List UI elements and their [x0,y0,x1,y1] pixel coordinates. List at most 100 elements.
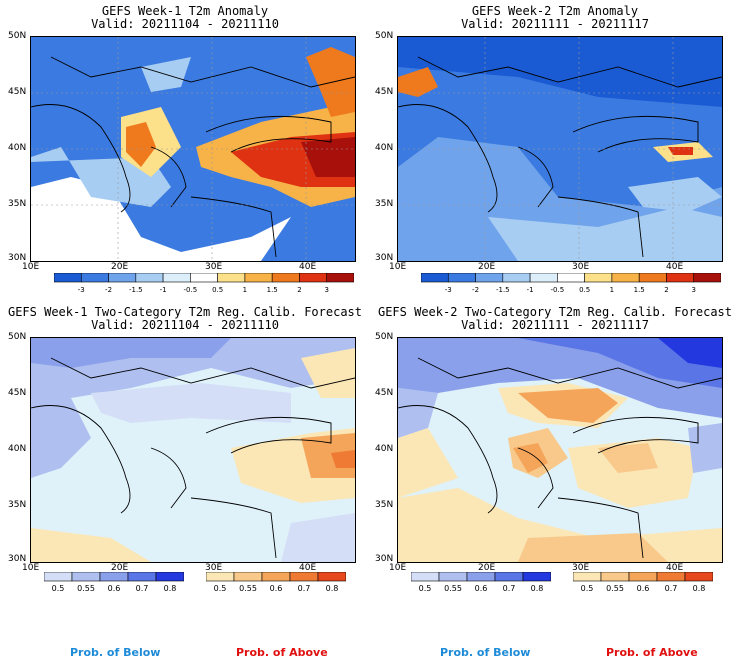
panel-title: GEFS Week-1 Two-Category T2m Reg. Calib.… [7,305,362,319]
lat-label: 30N [375,554,394,564]
colorbar-tick-label: 0.5 [581,584,594,593]
colorbar-swatch [502,273,531,283]
colorbar-swatch [584,273,613,283]
lon-label: 20E [478,563,496,573]
colorbar-swatch [573,572,602,582]
colorbar-tick-label: 0.8 [326,584,339,593]
lat-label: 50N [375,332,394,342]
colorbar-tick-label: 2 [297,286,301,294]
lon-label: 10E [389,262,407,272]
colorbar-swatch [421,273,449,283]
colorbar-swatch [127,572,157,582]
lon-label: 30E [205,262,223,272]
colorbar-tick-label: 1.5 [634,286,645,294]
colorbar-tick-label: -2 [472,286,479,294]
colorbar-tick-label: 1 [243,286,247,294]
colorbar-swatch [447,273,476,283]
lat-label: 30N [375,253,394,263]
lon-label: 30E [572,262,590,272]
colorbar-tick-label: -1 [160,286,167,294]
colorbar-tick-label: 0.6 [475,584,488,593]
colorbar-tick-label: -0.5 [551,286,565,294]
panel-valid-dates: Valid: 20211104 - 20211110 [91,17,279,31]
colorbar-swatch [466,572,496,582]
colorbar-tick-label: -3 [78,286,85,294]
colorbar-tick-label: 0.55 [239,584,257,593]
colorbar-swatch [206,572,235,582]
colorbar-tick-label: 0.5 [214,584,227,593]
colorbar-swatch [155,572,184,582]
lon-label: 10E [22,563,40,573]
anomaly-map [30,36,356,262]
colorbar-swatch [522,572,551,582]
colorbar-swatch [557,273,585,283]
lon-label: 30E [205,563,223,573]
colorbar-swatch [108,273,137,283]
panel-valid-dates: Valid: 20211111 - 20211117 [461,17,649,31]
colorbar-swatch [135,273,164,283]
colorbar-swatch [80,273,109,283]
lat-label: 35N [375,199,394,209]
prob-above-label: Prob. of Above [236,646,328,659]
colorbar-tick-label: 0.5 [419,584,432,593]
above-colorbar: 0.5 0.55 0.6 0.7 0.8 [206,572,346,596]
colorbar-tick-label: 0.6 [637,584,650,593]
colorbar-swatch [628,572,658,582]
lon-label: 30E [572,563,590,573]
anomaly-colorbar: -3 -2 -1.5 -1 -0.5 0.5 1 1.5 2 3 [421,273,721,297]
lat-label: 30N [8,253,27,263]
anomaly-map [397,36,723,262]
panel-week2-two-category: GEFS Week-2 Two-Category T2m Reg. Calib.… [370,300,740,600]
lat-label: 50N [8,332,27,342]
colorbar-swatch [271,273,300,283]
colorbar-tick-label: 0.5 [52,584,65,593]
colorbar-swatch [693,273,721,283]
lat-label: 35N [8,500,27,510]
colorbar-swatch [438,572,468,582]
lon-label: 20E [111,563,129,573]
colorbar-swatch [494,572,524,582]
colorbar-tick-label: 0.8 [164,584,177,593]
lat-label: 40N [8,444,27,454]
panel-valid-dates: Valid: 20211111 - 20211117 [461,318,649,332]
colorbar-swatch [666,273,695,283]
colorbar-tick-label: 0.5 [212,286,223,294]
panel-title: GEFS Week-2 Two-Category T2m Reg. Calib.… [377,305,732,319]
colorbar-swatch [411,572,440,582]
lat-label: 35N [8,199,27,209]
lat-label: 40N [375,143,394,153]
colorbar-tick-label: -2 [105,286,112,294]
panel-title: GEFS Week-2 T2m Anomaly [471,4,639,18]
colorbar-tick-label: -1.5 [129,286,143,294]
colorbar-swatch [684,572,713,582]
colorbar-tick-label: 0.55 [606,584,624,593]
colorbar-tick-label: -1.5 [496,286,510,294]
colorbar-swatch [529,273,558,283]
probability-map [30,337,356,563]
colorbar-tick-label: -3 [445,286,452,294]
prob-below-label: Prob. of Below [440,646,531,659]
colorbar-tick-label: 0.8 [531,584,544,593]
colorbar-swatch [190,273,218,283]
colorbar-swatch [44,572,73,582]
colorbar-swatch [217,273,246,283]
lat-label: 45N [8,87,27,97]
lat-label: 40N [375,444,394,454]
colorbar-swatch [299,273,328,283]
panel-week1-two-category: GEFS Week-1 Two-Category T2m Reg. Calib.… [0,300,370,600]
lon-label: 20E [111,262,129,272]
colorbar-swatch [71,572,101,582]
colorbar-tick-label: 0.7 [665,584,678,593]
colorbar-swatch [261,572,291,582]
colorbar-tick-label: 0.7 [136,584,149,593]
lat-label: 30N [8,554,27,564]
anomaly-colorbar: -3 -2 -1.5 -1 -0.5 0.5 1 1.5 2 3 [54,273,354,297]
prob-below-label: Prob. of Below [70,646,161,659]
panel-title: GEFS Week-1 T2m Anomaly [101,4,269,18]
colorbar-tick-label: 0.7 [298,584,311,593]
colorbar-swatch [317,572,346,582]
lon-label: 20E [478,262,496,272]
panel-week1-anomaly: GEFS Week-1 T2m Anomaly Valid: 20211104 … [0,0,370,300]
lat-label: 45N [375,87,394,97]
lon-label: 40E [666,262,684,272]
